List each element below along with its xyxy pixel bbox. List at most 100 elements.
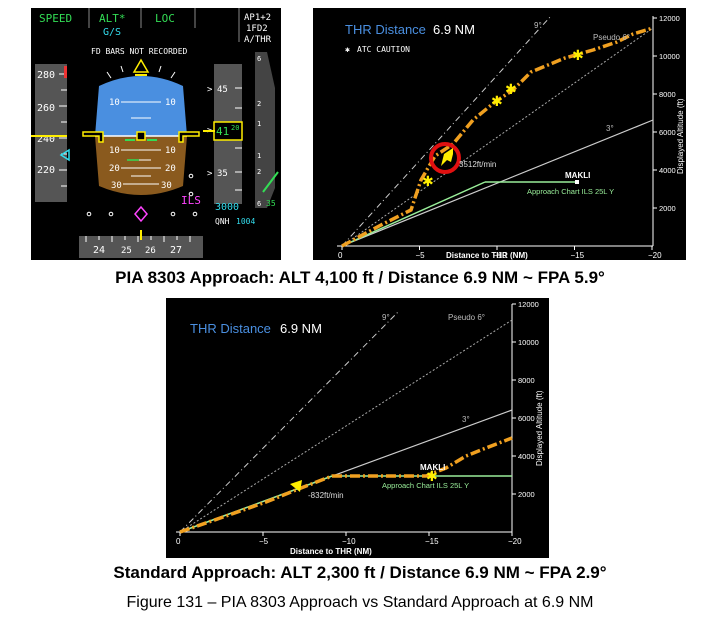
chart1-xlabel: Distance to THR (NM) [446, 251, 528, 260]
chart1-aircraft-icon [441, 148, 453, 166]
chart2-pseudo-label: Pseudo 6° [448, 313, 485, 322]
fma-gs: G/S [103, 27, 121, 38]
chart2-makli-label: MAKLI [420, 463, 445, 472]
x-tick-label: 0 [176, 537, 181, 546]
svg-text:30: 30 [111, 181, 122, 191]
chart2-3deg-label: 3° [462, 415, 470, 424]
localizer-scale [86, 211, 198, 217]
heading-tick: 27 [170, 245, 182, 256]
x-tick-label: −15 [425, 537, 439, 546]
alt-tick: 45 [217, 85, 228, 95]
svg-text:1: 1 [257, 152, 261, 160]
x-tick-label: 0 [338, 251, 343, 260]
svg-text:20: 20 [231, 124, 239, 132]
chart1-3deg-label: 3° [606, 124, 614, 133]
chart1-thr-label: THR Distance [345, 22, 426, 37]
svg-text:10: 10 [109, 146, 120, 156]
fma-fd: 1FD2 [246, 24, 268, 34]
svg-text:1: 1 [257, 120, 261, 128]
x-tick-label: −10 [493, 251, 507, 260]
chart1-9deg-label: 9° [534, 21, 542, 30]
chart2-aircraft-icon [290, 480, 302, 492]
chart1-makli-marker [575, 180, 579, 184]
svg-text:✱: ✱ [422, 173, 434, 189]
chart1-pseudo-label: Pseudo 6° [593, 33, 630, 42]
target-speed-icon [59, 148, 70, 162]
approach-chart-pia: 0 −5 −10 −15 −20 12000 10000 8000 6000 4000 2000 … [313, 8, 686, 260]
x-tick-label: −20 [508, 537, 522, 546]
speed-tape [35, 64, 67, 202]
ils-label: ILS [181, 194, 201, 207]
x-tick-label: −15 [571, 251, 585, 260]
x-tick-label: −10 [342, 537, 356, 546]
chart2-thr-value: 6.9 NM [280, 321, 322, 336]
chart1-highlight-circle [429, 142, 461, 174]
chart2-xlabel: Distance to THR (NM) [290, 547, 372, 556]
heading-tick: 25 [121, 246, 132, 256]
heading-tick: 26 [145, 246, 156, 256]
fd-message: FD BARS NOT RECORDED [91, 47, 188, 56]
svg-text:10: 10 [165, 98, 176, 108]
chart1-atc-markers: ✱ ✱ ✱ ✱ [422, 47, 584, 189]
x-tick-label: −5 [259, 537, 269, 546]
svg-text:>: > [207, 169, 213, 179]
y-tick-label: 12000 [659, 14, 680, 23]
overspeed-bar [64, 66, 67, 78]
bank-pointer-icon [132, 58, 150, 73]
alt-tick: 35 [217, 169, 228, 179]
y-tick-label: 6000 [518, 414, 535, 423]
fma-loc: LOC [155, 12, 175, 25]
chart2-vs-label: -832ft/min [308, 491, 344, 500]
svg-text:20: 20 [165, 164, 176, 174]
chart2-9deg-label: 9° [382, 313, 390, 322]
chart1-makli-label: MAKLI [565, 171, 590, 180]
svg-text:10: 10 [109, 98, 120, 108]
fma-ap: AP1+2 [244, 13, 271, 23]
speed-tick: 240 [37, 134, 55, 145]
y-tick-label: 10000 [518, 338, 539, 347]
y-tick-label: 2000 [518, 490, 535, 499]
chart2-ylabel: Displayed Altitude (ft) [535, 390, 544, 466]
chart1-x-ticks: 0 −5 −10 −15 −20 [338, 246, 662, 260]
pfd-panel: SPEED ALT* G/S LOC AP1+2 1FD2 A/THR FD B… [31, 8, 281, 260]
svg-text:2: 2 [257, 100, 261, 108]
vs-needle [262, 171, 279, 193]
speed-tick: 280 [37, 70, 55, 81]
vertical-speed-scale [255, 52, 275, 208]
pfd-display: SPEED ALT* G/S LOC AP1+2 1FD2 A/THR FD B… [31, 8, 279, 258]
chart2-atc-marker: ✱ [426, 468, 438, 484]
chart2-flight-path [179, 436, 513, 534]
svg-text:30: 30 [161, 181, 172, 191]
chart2-pseudo6-line [179, 319, 513, 533]
qnh-label: QNH [215, 217, 230, 226]
svg-text:✱: ✱ [505, 81, 517, 97]
chart1-ylabel: Displayed Altitude (ft) [676, 98, 685, 174]
chart2-9deg-line [179, 311, 399, 533]
chart1-approach-chart-line [341, 181, 486, 247]
y-tick-label: 12000 [518, 300, 539, 309]
chart1-pseudo6-line [341, 27, 654, 247]
chart1-flight-path [341, 26, 654, 248]
y-tick-label: 8000 [659, 90, 676, 99]
svg-text:✱: ✱ [491, 93, 503, 109]
svg-text:6: 6 [257, 200, 261, 208]
attitude-indicator: 10 10 10 10 20 20 30 30 [82, 58, 200, 195]
figure-caption: Figure 131 – PIA 8303 Approach vs Standa… [126, 594, 594, 611]
altitude-target: 3000 [215, 202, 239, 213]
chart1-y-ticks: 12000 10000 8000 6000 4000 2000 [653, 14, 680, 213]
svg-text:2: 2 [257, 168, 261, 176]
svg-text:10: 10 [165, 146, 176, 156]
y-tick-label: 8000 [518, 376, 535, 385]
qnh-value: 1004 [236, 217, 255, 226]
chart1-atc-label: ATC CAUTION [357, 45, 410, 54]
fma-athr: A/THR [244, 35, 272, 45]
chart1-atc-marker: ✱ [345, 45, 350, 54]
svg-text:✱: ✱ [572, 47, 584, 63]
y-tick-label: 4000 [518, 452, 535, 461]
chart2-approach-label: Approach Chart ILS 25L Y [382, 481, 469, 490]
caption-standard: Standard Approach: ALT 2,300 ft / Distan… [113, 563, 607, 582]
aircraft-symbol-right [178, 131, 200, 143]
x-tick-label: −20 [648, 251, 662, 260]
alt-tick: > [207, 85, 213, 95]
x-tick-label: −5 [416, 251, 426, 260]
